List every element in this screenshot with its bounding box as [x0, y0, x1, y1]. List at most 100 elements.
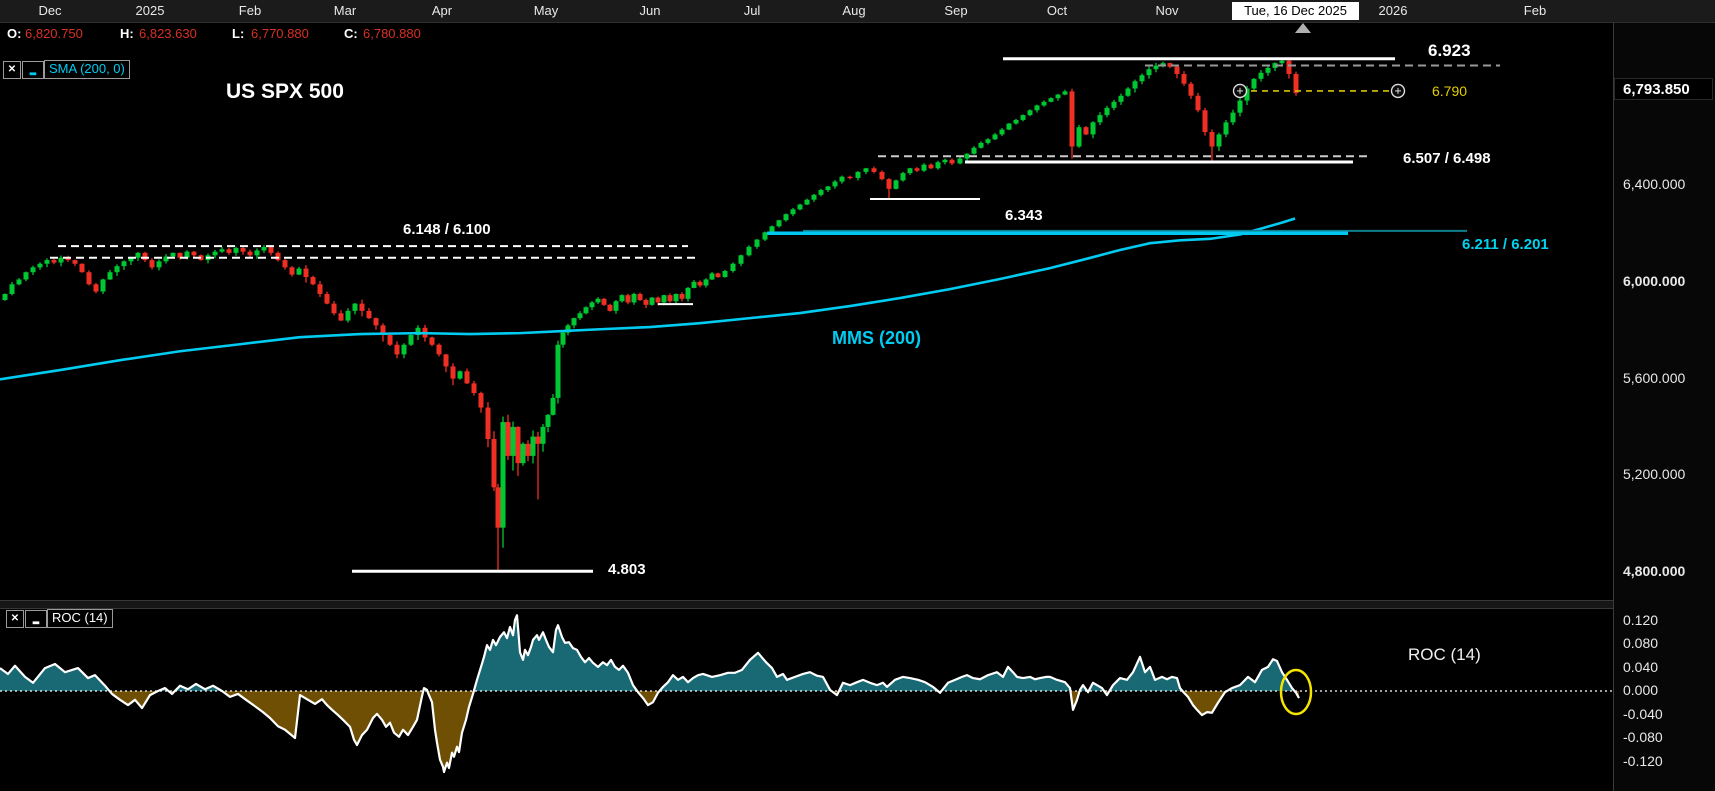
candle-body	[935, 162, 941, 169]
candle-body	[443, 354, 449, 367]
candle-body	[525, 443, 531, 456]
time-axis-label: Apr	[431, 3, 453, 18]
candle-body	[1265, 67, 1271, 73]
candle-body	[847, 176, 853, 179]
candle-body	[1034, 105, 1040, 111]
candle-body	[589, 302, 595, 308]
candle-body	[1006, 123, 1012, 130]
price-level-label: 6.211 / 6.201	[1462, 236, 1549, 253]
time-axis-label: Dec	[38, 3, 62, 18]
candle-body	[655, 297, 661, 303]
candle-body	[1062, 91, 1068, 95]
candle-body	[289, 267, 295, 275]
candle-body	[450, 366, 456, 379]
time-axis-label: May	[533, 3, 559, 18]
candle-body	[51, 260, 57, 263]
candle-body	[331, 303, 337, 314]
price-level-label: 6.507 / 6.498	[1403, 150, 1491, 167]
candle-body	[601, 298, 607, 305]
roc-highlight-ellipse[interactable]	[1279, 668, 1313, 716]
candle-body	[16, 279, 22, 285]
current-price-badge: 6,793.850	[1614, 78, 1713, 100]
candle-body	[1230, 112, 1236, 123]
candle-body	[1279, 60, 1285, 64]
roc-area-fill	[1109, 656, 1183, 691]
roc-axis-tick: 0.000	[1623, 682, 1659, 698]
sma-legend-label[interactable]: SMA (200, 0)	[44, 60, 130, 79]
candle-body	[142, 252, 148, 261]
candle-body	[23, 272, 29, 280]
candle-body	[1293, 74, 1299, 94]
candle-body	[37, 263, 43, 268]
candle-body	[985, 139, 991, 143]
low-label: L:	[232, 26, 245, 41]
price-axis-column[interactable]	[1613, 22, 1715, 791]
candle-body	[900, 173, 906, 181]
roc-area-fill	[659, 652, 832, 691]
roc-close-icon[interactable]: ✕	[6, 610, 24, 628]
candle-body	[560, 332, 566, 345]
candle-body	[703, 279, 709, 286]
candle-body	[65, 257, 71, 261]
candle-body	[595, 298, 601, 303]
open-value: 6,820.750	[25, 26, 83, 41]
candle-body	[907, 168, 913, 174]
candle-body	[1132, 81, 1138, 89]
candle-body	[261, 247, 267, 251]
roc-legend-label[interactable]: ROC (14)	[47, 609, 113, 628]
candle-body	[1104, 107, 1110, 116]
candle-body	[471, 383, 477, 394]
candle-body	[510, 426, 516, 456]
roc-axis-tick: 0.080	[1623, 635, 1659, 651]
candle-body	[359, 303, 365, 311]
candle-body	[811, 194, 817, 200]
sma-close-icon[interactable]: ✕	[3, 61, 21, 79]
candle-body	[107, 272, 113, 280]
candle-body	[520, 443, 526, 464]
candle-body	[839, 176, 845, 182]
candle-body	[79, 263, 85, 273]
candle-body	[247, 251, 253, 256]
candle-body	[219, 249, 225, 252]
candle-body	[530, 436, 536, 456]
candle-body	[673, 293, 679, 302]
candle-body	[72, 260, 78, 264]
roc-area-fill	[222, 691, 424, 746]
candle-body	[921, 164, 927, 171]
candle-body	[2, 293, 8, 301]
candle-body	[1083, 127, 1089, 135]
candle-body	[738, 255, 744, 264]
candle-body	[691, 281, 697, 288]
candle-body	[1118, 95, 1124, 102]
candle-body	[571, 318, 577, 326]
candle-body	[928, 164, 934, 169]
panel-divider[interactable]	[0, 600, 1715, 609]
candle-body	[1020, 115, 1026, 120]
candle-body	[697, 281, 703, 286]
candle-body	[625, 295, 631, 303]
candle-body	[310, 277, 316, 285]
roc-axis-tick: 0.120	[1623, 611, 1659, 628]
roc-area-fill	[0, 663, 110, 691]
candle-body	[825, 186, 831, 191]
roc-area-fill	[1182, 691, 1227, 716]
candle-body	[978, 142, 984, 148]
price-level-label: 6.790	[1432, 83, 1468, 99]
price-axis-tick: 5,200.000	[1623, 466, 1686, 483]
candle-body	[619, 295, 625, 302]
candle-body	[401, 344, 407, 355]
sma-minimize-icon[interactable]: ▂	[22, 61, 44, 79]
candle-body	[58, 257, 64, 263]
candle-body	[1139, 75, 1145, 82]
candle-body	[776, 220, 782, 227]
candle-body	[121, 261, 127, 267]
candle-body	[1216, 134, 1222, 147]
close-value: 6,780.880	[363, 26, 421, 41]
candle-body	[1153, 65, 1159, 70]
candle-body	[871, 168, 877, 172]
candle-body	[661, 295, 667, 303]
roc-minimize-icon[interactable]: ▂	[25, 610, 47, 628]
candle-body	[964, 153, 970, 159]
price-level-label: 6.343	[1005, 207, 1043, 224]
